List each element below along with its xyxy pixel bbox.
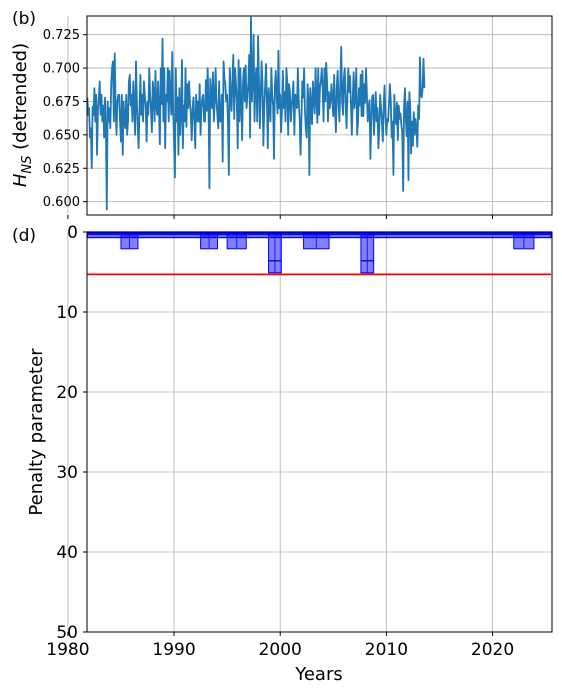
panel-b: 0.600 0.625 0.650 0.675 0.700 0.725 (b) HNS (… xyxy=(10,9,553,219)
panel-d-y-ticks: 0 10 20 30 40 50 xyxy=(56,223,87,643)
panel-b-y-tick-label: 0.725 xyxy=(43,28,80,43)
panel-b-y-tick-label: 0.625 xyxy=(43,162,80,177)
panel-d-frame xyxy=(86,231,553,633)
panel-b-y-tick-label: 0.600 xyxy=(43,195,80,210)
panel-b-frame xyxy=(86,15,553,216)
panel-b-x-ticks xyxy=(67,215,494,219)
panel-b-y-axis-label: HNS (detrended) xyxy=(10,43,35,187)
panel-d-y-tick-label: 40 xyxy=(56,543,78,563)
panel-d-label: (d) xyxy=(12,226,36,246)
panel-d: 0 10 20 30 40 50 1980 1990 2000 2010 2020 (d) Pen… xyxy=(12,223,553,685)
panel-d-x-tick-label: 2020 xyxy=(471,640,514,660)
panel-d-x-tick-label: 2000 xyxy=(259,640,302,660)
panel-d-x-tick-label: 2010 xyxy=(365,640,408,660)
panel-d-y-tick-label: 10 xyxy=(56,303,78,323)
panel-b-y-tick-label: 0.650 xyxy=(43,128,80,143)
panel-d-plot-area xyxy=(87,232,552,632)
panel-d-y-tick-label: 20 xyxy=(56,383,78,403)
panel-d-x-ticks: 1980 1990 2000 2010 2020 xyxy=(46,632,514,660)
panel-d-y-tick-label: 0 xyxy=(67,223,78,243)
panel-d-y-axis-label: Penalty parameter xyxy=(26,348,47,516)
panel-d-y-tick-label: 50 xyxy=(56,623,78,643)
panel-b-label: (b) xyxy=(12,9,36,29)
panel-d-x-tick-label: 1990 xyxy=(152,640,195,660)
panel-d-x-axis-label: Years xyxy=(294,664,343,685)
panel-d-y-tick-label: 30 xyxy=(56,463,78,483)
panel-b-y-tick-label: 0.675 xyxy=(43,95,80,110)
panel-b-series-line xyxy=(86,16,426,211)
panel-b-y-ticks: 0.600 0.625 0.650 0.675 0.700 0.725 xyxy=(43,28,87,210)
panel-b-y-tick-label: 0.700 xyxy=(43,62,80,77)
panel-d-x-tick-label: 1980 xyxy=(46,640,89,660)
